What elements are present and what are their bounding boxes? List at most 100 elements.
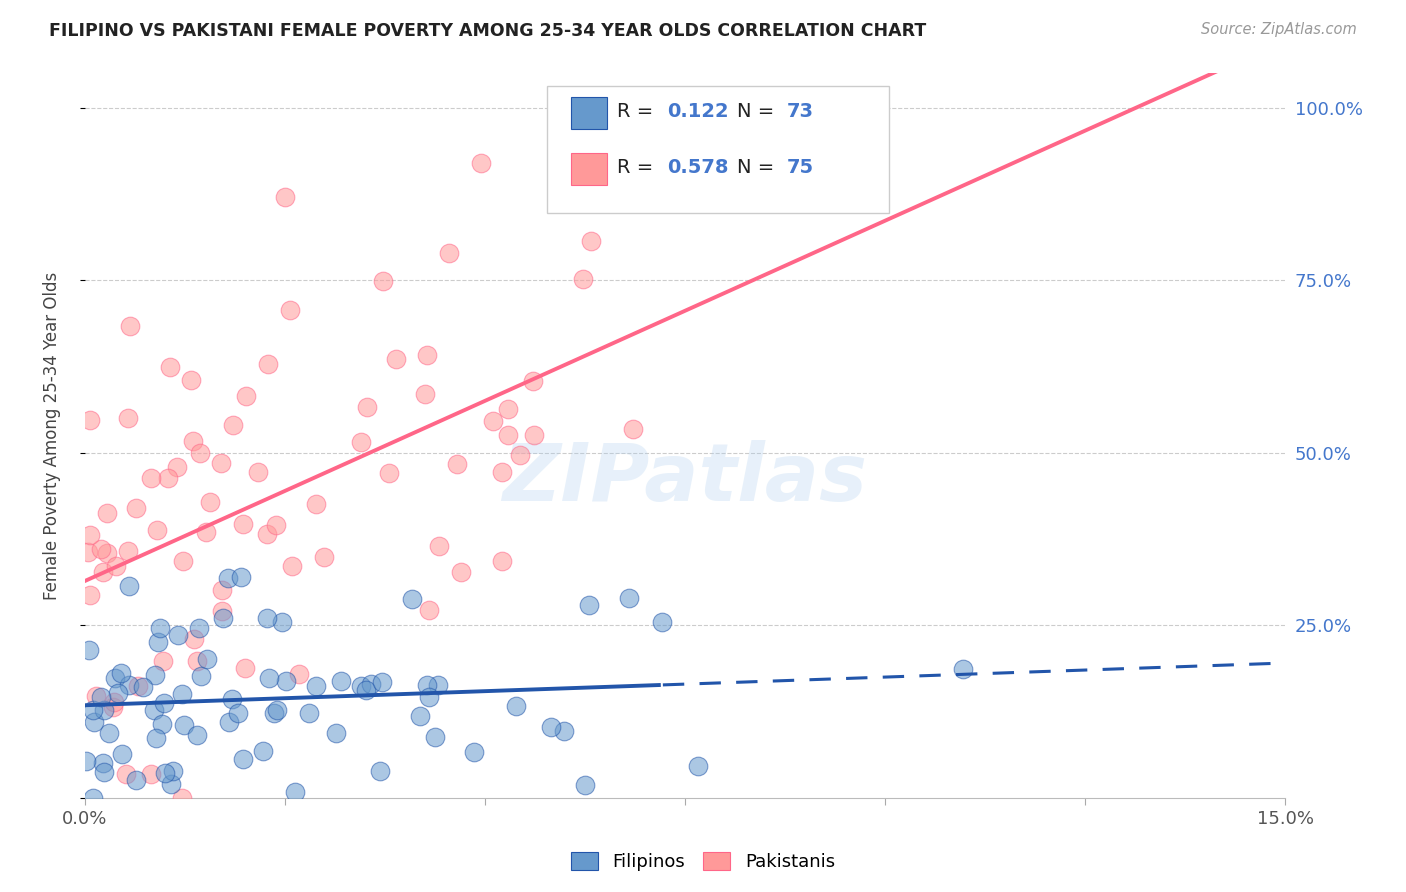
Point [368,764,391,778]
Point [270,615,292,630]
Point [91,756,114,771]
Point [325,725,347,739]
Point [831,162,853,177]
Point [371,675,394,690]
Point [187,621,209,635]
Point [553,724,575,739]
Point [284,785,307,799]
Point [180,373,202,387]
Point [572,272,595,286]
Point [152,654,174,668]
Point [257,357,280,371]
Point [505,698,527,713]
Point [416,348,439,362]
Point [350,434,373,449]
Point [183,632,205,646]
Point [491,554,513,568]
Point [124,772,146,787]
Point [256,526,278,541]
Point [96,506,118,520]
Point [93,703,115,717]
Point [470,155,492,169]
Point [491,465,513,479]
Point [143,668,166,682]
Text: 0.122: 0.122 [666,102,728,121]
Point [274,190,297,204]
Point [156,471,179,485]
Point [450,565,472,579]
Point [170,791,193,805]
Point [142,702,165,716]
Point [305,679,328,693]
Point [222,417,245,432]
Point [211,611,233,625]
Point [115,766,138,780]
Point [581,234,603,248]
Point [82,703,104,717]
Point [107,686,129,700]
Point [167,628,190,642]
Point [153,766,176,780]
Point [523,427,546,442]
Point [118,678,141,692]
Point [418,603,440,617]
Point [173,717,195,731]
Point [354,683,377,698]
Point [190,669,212,683]
Point [427,539,450,553]
Point [232,752,254,766]
Point [93,765,115,780]
Point [190,446,212,460]
Point [77,545,100,559]
Point [90,542,112,557]
Point [104,558,127,573]
Text: 0.578: 0.578 [666,159,728,178]
Point [233,661,256,675]
Point [96,545,118,559]
Point [145,731,167,746]
Point [195,651,218,665]
Point [159,359,181,374]
Point [127,679,149,693]
Point [350,679,373,693]
Point [221,692,243,706]
Point [101,699,124,714]
Point [118,579,141,593]
Point [688,759,710,773]
Point [211,583,233,598]
Text: N =: N = [737,159,780,178]
Point [160,776,183,790]
Point [186,728,208,742]
Point [416,677,439,691]
Point [256,611,278,625]
Point [522,374,544,388]
Point [172,554,194,568]
Point [79,528,101,542]
Point [166,460,188,475]
Point [246,465,269,479]
Text: 75: 75 [787,159,814,178]
Text: R =: R = [616,159,659,178]
Point [149,621,172,635]
Point [252,744,274,758]
Point [150,717,173,731]
Point [146,635,169,649]
Point [82,791,104,805]
Point [496,428,519,442]
Point [111,747,134,761]
Point [104,671,127,685]
Point [91,565,114,579]
Point [266,703,288,717]
Point [200,494,222,508]
Point [181,434,204,448]
Point [194,525,217,540]
FancyBboxPatch shape [547,86,889,213]
Point [329,674,352,689]
Point [298,706,321,720]
Point [509,448,531,462]
Point [621,422,644,436]
Point [426,678,449,692]
Point [84,689,107,703]
Point [232,516,254,531]
Point [117,410,139,425]
